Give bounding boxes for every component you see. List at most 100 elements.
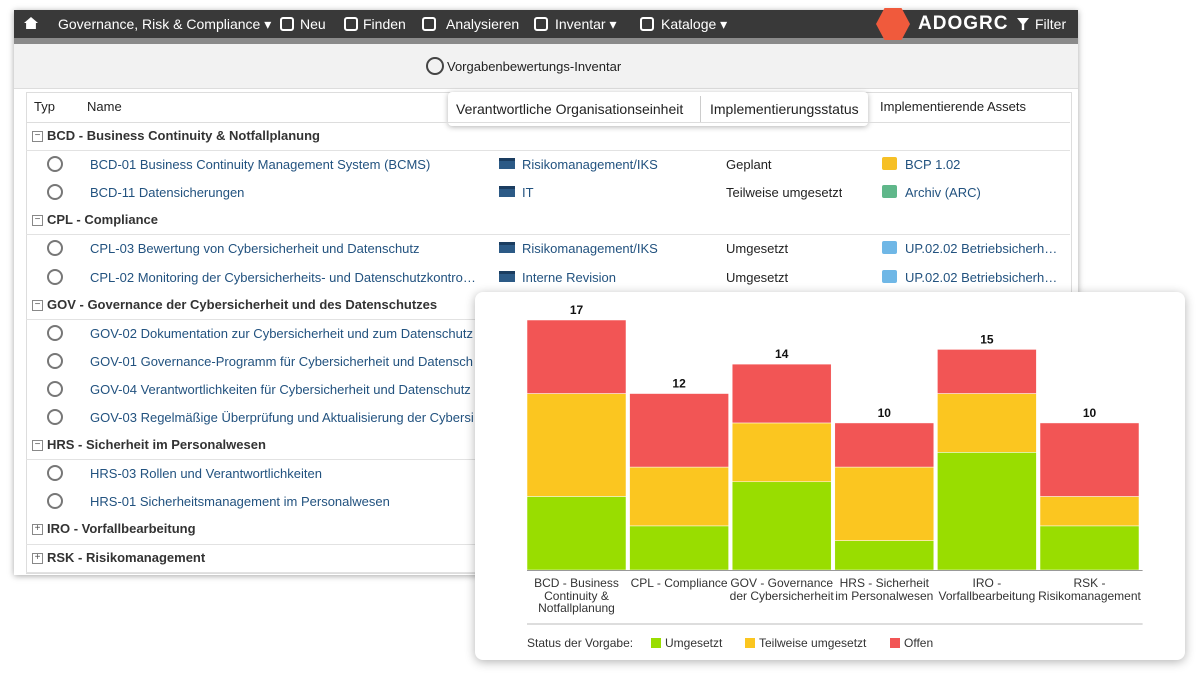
bar-segment bbox=[834, 540, 935, 571]
nav-icon bbox=[344, 17, 358, 31]
org-icon bbox=[499, 186, 515, 198]
row-asset[interactable]: Archiv (ARC) bbox=[905, 185, 981, 201]
bar-segment bbox=[526, 319, 627, 394]
row-name[interactable]: HRS-03 Rollen und Verantwortlichkeiten bbox=[90, 466, 322, 482]
group-title[interactable]: RSK - Risikomanagement bbox=[47, 549, 206, 565]
header-divider bbox=[26, 122, 1070, 123]
type-icon bbox=[47, 493, 63, 510]
column-divider bbox=[700, 96, 701, 122]
x-tick-label: CPL - Compliance bbox=[630, 576, 728, 590]
legend-swatch bbox=[745, 638, 755, 648]
row-asset[interactable]: UP.02.02 Betriebsicherh… bbox=[905, 241, 1058, 257]
x-tick-label: GOV - Governance der Cybersicherheit bbox=[729, 576, 834, 603]
bar-segment bbox=[1039, 525, 1140, 571]
row-name[interactable]: BCD-01 Business Continuity Management Sy… bbox=[90, 157, 431, 173]
type-icon bbox=[47, 465, 63, 482]
bar-segment bbox=[937, 393, 1037, 453]
bar-segment bbox=[629, 466, 729, 527]
row-org[interactable]: Interne Revision bbox=[522, 269, 616, 285]
total-label: 17 bbox=[570, 303, 584, 317]
row-name[interactable]: HRS-01 Sicherheitsmanagement im Personal… bbox=[90, 494, 390, 510]
bar-segment bbox=[731, 481, 832, 571]
bar-segment bbox=[834, 466, 935, 541]
row-name[interactable]: CPL-02 Monitoring der Cybersicherheits- … bbox=[90, 269, 476, 285]
nav-icon bbox=[422, 17, 436, 31]
x-tick-label: HRS - Sicherheit im Personalwesen bbox=[835, 576, 934, 603]
nav-item[interactable]: Governance, Risk & Compliance ▾ bbox=[58, 16, 272, 32]
nav-item[interactable]: Inventar ▾ bbox=[555, 16, 617, 32]
row-org[interactable]: Risikomanagement/IKS bbox=[522, 157, 658, 173]
brand: ADOGRC bbox=[918, 13, 1009, 34]
column-header[interactable]: Typ bbox=[34, 99, 55, 114]
row-name[interactable]: GOV-02 Dokumentation zur Cybersicherheit… bbox=[90, 325, 473, 341]
legend-swatch bbox=[651, 638, 661, 648]
expand-toggle[interactable]: − bbox=[32, 131, 43, 142]
row-org[interactable]: Risikomanagement/IKS bbox=[522, 241, 658, 257]
row-name[interactable]: BCD-11 Datensicherungen bbox=[90, 185, 245, 201]
expand-toggle[interactable]: − bbox=[32, 215, 43, 227]
type-icon bbox=[47, 184, 63, 201]
dropdown-arrow: ▾ bbox=[605, 16, 617, 32]
asset-icon bbox=[882, 157, 897, 171]
column-header[interactable]: Verantwortliche Organisationseinheit bbox=[456, 101, 684, 117]
bar-segment bbox=[526, 393, 627, 497]
total-label: 10 bbox=[1083, 406, 1097, 420]
column-header[interactable]: Implementierungsstatus bbox=[710, 101, 859, 117]
row-name[interactable]: GOV-03 Regelmäßige Überprüfung und Aktua… bbox=[90, 410, 474, 425]
row-status: Teilweise umgesetzt bbox=[726, 185, 843, 201]
row-divider bbox=[26, 234, 1070, 236]
nav-item[interactable]: Kataloge ▾ bbox=[661, 16, 728, 32]
dropdown-arrow: ▾ bbox=[716, 16, 728, 32]
total-label: 12 bbox=[672, 377, 686, 391]
group-title[interactable]: GOV - Governance der Cybersicherheit und… bbox=[47, 296, 438, 312]
bar-segment bbox=[1039, 496, 1140, 527]
legend-swatch bbox=[890, 638, 900, 648]
group-title[interactable]: HRS - Sicherheit im Personalwesen bbox=[47, 437, 266, 453]
nav-icon bbox=[534, 17, 548, 31]
page-title: Vorgabenbewertungs-Inventar bbox=[447, 59, 622, 74]
legend-title: Status der Vorgabe: bbox=[527, 636, 633, 650]
chart-panel: 17 12 14 10 15 10 Status der Vorgabe: Umgesetzt… bbox=[475, 292, 1185, 660]
expand-toggle[interactable]: − bbox=[32, 440, 43, 452]
chart: 17 12 14 10 15 10 Status der Vorgabe: Umgesetzt… bbox=[526, 303, 1143, 650]
bar-segment bbox=[629, 525, 729, 571]
nav-underline bbox=[14, 38, 1078, 44]
home-icon[interactable] bbox=[24, 17, 38, 29]
group-title[interactable]: IRO - Vorfallbearbeitung bbox=[47, 521, 196, 537]
nav-item[interactable]: Neu bbox=[300, 16, 326, 32]
group-title[interactable]: CPL - Compliance bbox=[47, 212, 159, 228]
type-icon bbox=[47, 156, 63, 173]
type-icon bbox=[47, 324, 63, 341]
row-status: Geplant bbox=[726, 157, 772, 173]
expand-toggle[interactable]: − bbox=[32, 299, 43, 311]
column-header[interactable]: Name bbox=[87, 99, 122, 114]
legend-label: Umgesetzt bbox=[665, 636, 723, 650]
row-asset[interactable]: BCP 1.02 bbox=[905, 157, 961, 173]
row-org[interactable]: IT bbox=[522, 185, 534, 201]
expand-toggle[interactable]: + bbox=[32, 524, 43, 536]
row-name[interactable]: CPL-03 Bewertung von Cybersicherheit und… bbox=[90, 241, 420, 257]
row-divider bbox=[26, 150, 1070, 152]
brand-icon bbox=[876, 8, 910, 40]
row-status: Umgesetzt bbox=[726, 269, 789, 285]
bar-segment bbox=[1039, 422, 1140, 497]
bar-segment bbox=[731, 422, 832, 483]
filter[interactable]: Filter bbox=[1035, 16, 1067, 32]
row-asset[interactable]: UP.02.02 Betriebsicherh… bbox=[905, 269, 1058, 285]
expand-toggle[interactable]: + bbox=[32, 552, 43, 564]
column-header[interactable]: Implementierende Assets bbox=[880, 99, 1026, 114]
nav-item[interactable]: Finden bbox=[363, 16, 406, 32]
nav-item[interactable]: Analysieren bbox=[446, 16, 520, 32]
bar-segment bbox=[937, 452, 1037, 571]
column-popover bbox=[448, 92, 868, 126]
x-tick-label: RSK - Risikomanagement bbox=[1038, 576, 1141, 603]
group-title[interactable]: BCD - Business Continuity & Notfallplanu… bbox=[47, 128, 320, 143]
row-name[interactable]: GOV-04 Verantwortlichkeiten für Cybersic… bbox=[90, 381, 471, 397]
org-icon bbox=[499, 158, 515, 170]
total-label: 10 bbox=[878, 406, 892, 420]
asset-icon bbox=[882, 185, 897, 199]
bar-segment bbox=[937, 349, 1037, 394]
row-name[interactable]: GOV-01 Governance-Programm für Cybersich… bbox=[90, 353, 473, 369]
bar-segment bbox=[731, 363, 832, 424]
